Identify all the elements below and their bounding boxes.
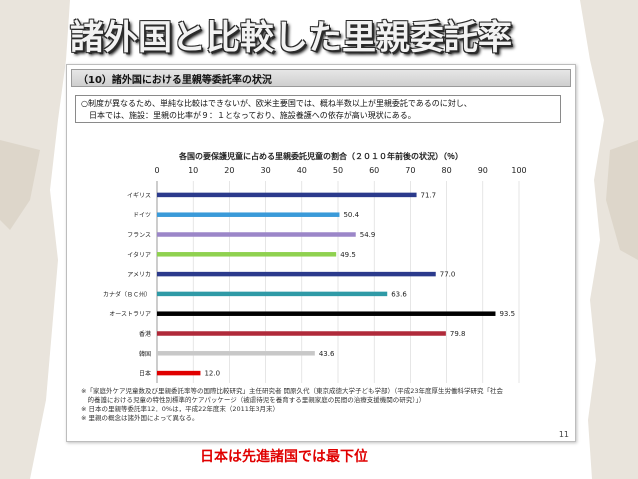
category-label: 香港 (139, 330, 151, 338)
bar-10 (157, 370, 201, 376)
section-heading-bar: （10）諸外国における里親等委託率の状況 (71, 69, 571, 87)
x-tick-label: 50 (333, 166, 343, 175)
bar-8 (157, 331, 446, 336)
x-tick-label: 70 (405, 166, 415, 175)
bottom-caption: 日本は先進諸国では最下位 (200, 449, 368, 465)
bar-7 (157, 311, 496, 316)
category-label: 韓国 (139, 350, 151, 358)
chart-title: 各国の要保護児童に占める里親委託児童の割合（２０１０年前後の状況）（％） (178, 151, 463, 161)
bar-chart: 各国の要保護児童に占める里親委託児童の割合（２０１０年前後の状況）（％） 0 10 2… (103, 151, 527, 383)
x-tick-label: 40 (297, 166, 307, 175)
x-tick-label: 10 (188, 166, 198, 175)
footnote-line: 的養護における児童の特性別標準的ケアパッケージ（被虐待児を養育する里親家庭の民間… (81, 396, 426, 404)
value-label: 12.0 (204, 370, 220, 378)
x-tick-label: 80 (442, 166, 452, 175)
note-line: 日本では、施設：里親の比率が９：１となっており、施設養護への依存が高い現状にある… (81, 111, 416, 120)
x-tick-label: 30 (261, 166, 271, 175)
footnote-line: ※「家庭外ケア児童数及び里親委託率等の国際比較研究」主任研究者 開原久代（東京成… (81, 387, 504, 395)
x-tick-label: 60 (369, 166, 379, 175)
x-tick-label: 20 (224, 166, 234, 175)
value-label: 43.6 (319, 350, 335, 358)
bar-9 (157, 351, 315, 356)
page-number: 11 (558, 430, 569, 439)
slide-title: 諸外国と比較した里親委託率 (70, 18, 512, 58)
footnotes: ※「家庭外ケア児童数及び里親委託率等の国際比較研究」主任研究者 開原久代（東京成… (81, 387, 565, 423)
category-label: カナダ（ＢＣ州） (103, 290, 151, 298)
section-heading: （10）諸外国における里親等委託率の状況 (78, 75, 272, 86)
footnote-line: ※ 日本の里親等委託率12．0%は，平成22年度末（2011年3月末） (81, 405, 280, 413)
embedded-slide: （10）諸外国における里親等委託率の状況 ○制度が異なるため、単純な比較はできな… (66, 64, 576, 442)
x-tick-label: 90 (478, 166, 488, 175)
bar-2 (157, 212, 340, 217)
value-label: 77.0 (440, 271, 456, 279)
bar-3 (157, 232, 356, 237)
x-tick-label: 0 (154, 166, 159, 175)
bar-6 (157, 291, 388, 297)
bar-4 (157, 252, 337, 257)
category-label: イギリス (127, 192, 151, 199)
category-label: 日本 (139, 370, 151, 378)
value-label: 63.6 (391, 290, 407, 298)
note-line: ○制度が異なるため、単純な比較はできないが、欧米主要国では、概ね半数以上が里親委… (81, 99, 472, 108)
category-label: ドイツ (133, 212, 151, 219)
value-label: 54.9 (360, 231, 376, 239)
category-label: アメリカ (127, 272, 151, 279)
category-label: イタリア (127, 251, 151, 259)
bar-1 (157, 192, 417, 198)
value-label: 79.8 (450, 330, 466, 338)
category-label: オーストラリア (109, 311, 151, 318)
value-label: 50.4 (343, 211, 359, 219)
value-label: 93.5 (499, 310, 515, 318)
value-label: 49.5 (340, 251, 356, 259)
category-label: フランス (127, 232, 151, 239)
x-tick-label: 100 (511, 166, 526, 175)
value-label: 71.7 (421, 191, 437, 199)
bar-5 (157, 271, 436, 277)
note-box: ○制度が異なるため、単純な比較はできないが、欧米主要国では、概ね半数以上が里親委… (75, 95, 561, 123)
footnote-line: ※ 里親の概念は諸外国によって異なる。 (81, 414, 199, 422)
